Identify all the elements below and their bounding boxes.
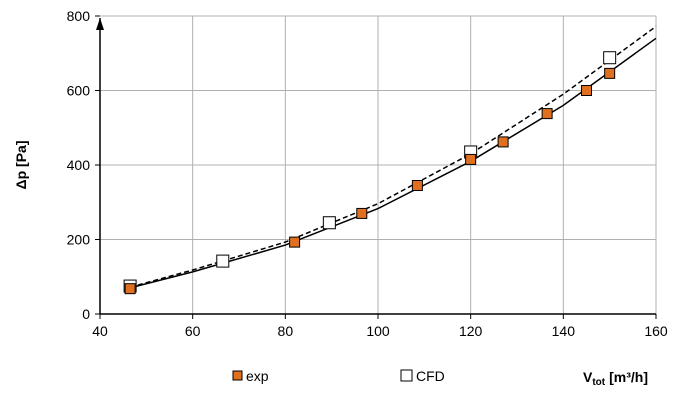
x-tick-label: 140	[552, 323, 576, 339]
point-exp	[289, 236, 301, 248]
point-exp	[465, 153, 477, 165]
legend-label-exp: exp	[246, 368, 269, 384]
point-exp	[541, 108, 553, 120]
trend-lines	[129, 25, 657, 289]
axes	[95, 15, 657, 319]
x-tick-label: 120	[459, 323, 483, 339]
x-axis-label-unit: [m³/h]	[609, 369, 648, 385]
point-exp	[356, 207, 368, 219]
y-tick-label: 800	[67, 8, 91, 24]
x-tick-label: 160	[644, 323, 668, 339]
x-axis-label-main: V	[583, 369, 593, 385]
x-axis-label-sub: tot	[592, 377, 605, 388]
x-axis-label: Vtot [m³/h]	[583, 369, 648, 388]
y-tick-label: 400	[67, 157, 91, 173]
legend: exp CFD	[232, 368, 445, 384]
trend-line-exp	[129, 37, 657, 289]
point-exp	[497, 136, 509, 148]
y-tick-label: 600	[67, 83, 91, 99]
y-tick-label: 0	[82, 306, 90, 322]
point-exp	[581, 85, 592, 96]
legend-marker-exp	[232, 370, 243, 381]
x-tick-label: 100	[366, 323, 390, 339]
point-exp	[124, 283, 136, 295]
point-cfd	[603, 51, 617, 65]
legend-label-cfd: CFD	[416, 368, 445, 384]
point-cfd	[322, 216, 336, 230]
point-exp	[411, 179, 423, 191]
grid	[100, 15, 657, 314]
y-axis-arrow	[96, 18, 104, 30]
point-cfd	[216, 254, 230, 268]
y-axis-label: Δp [Pa]	[13, 141, 29, 190]
point-exp	[604, 67, 616, 79]
tick-labels: 40 60 80 100 120 140 160 0 200 400 600 800	[67, 8, 668, 339]
x-tick-label: 40	[92, 323, 108, 339]
x-tick-label: 80	[278, 323, 294, 339]
data-points	[123, 51, 617, 295]
legend-marker-cfd	[400, 369, 413, 382]
trend-line-cfd	[129, 25, 657, 288]
x-tick-label: 60	[185, 323, 201, 339]
y-tick-label: 200	[67, 232, 91, 248]
